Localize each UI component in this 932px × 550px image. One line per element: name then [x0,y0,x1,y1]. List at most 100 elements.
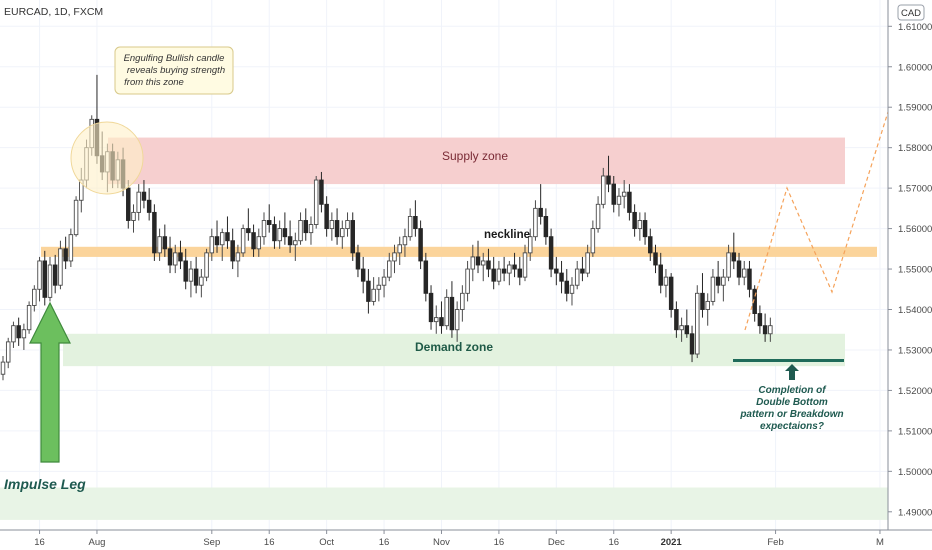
currency-badge[interactable]: CAD [897,4,925,21]
candle [319,171,324,213]
candle [21,323,27,350]
candle-body [480,260,486,266]
candle-body [387,260,392,278]
candle [5,337,11,369]
candle [569,277,575,306]
candle [329,212,335,241]
candle [434,305,439,334]
candle [146,188,152,221]
candle [193,256,199,294]
candle-body [658,264,663,286]
candle-body [256,236,262,250]
price-tick-label: 1.53000 [898,345,932,356]
candle-body [240,228,246,254]
candle-body [293,240,298,246]
candle-body [522,252,528,278]
price-tick-label: 1.59000 [898,103,932,114]
candle-body [397,244,402,254]
candle [715,260,721,294]
candle [757,305,763,334]
time-tick-label: Feb [767,537,783,548]
candle-body [559,272,564,282]
candle [282,212,288,245]
candle [183,248,188,290]
candle [26,301,32,334]
price-tick-label: 1.54000 [898,305,932,316]
candle-body [423,260,429,294]
candle-body [350,220,355,254]
candle-body [199,276,204,286]
candle [606,155,611,193]
candle-body [543,216,549,238]
candle-body [329,220,335,230]
candle-body [58,248,63,286]
candle [371,277,376,306]
candle-body [246,228,251,234]
candle-body [590,228,596,254]
candle [73,196,79,237]
candle [355,244,361,278]
candle [736,252,742,286]
candle [590,220,596,257]
candle-body [345,220,350,230]
candle [679,317,684,342]
candle [32,285,37,312]
candle [42,250,48,306]
candle [298,212,303,245]
candle [219,228,225,261]
candle-body [204,252,209,278]
candle-body [637,220,643,230]
candle [0,356,6,381]
neckline-band [41,246,877,257]
candle [517,256,523,286]
candle [214,220,220,253]
candle [585,244,590,278]
candle [522,244,528,282]
candle-body [266,220,272,225]
candle-body [73,199,79,236]
candle-body [334,220,340,238]
candle [68,228,74,268]
candle-body [653,252,658,266]
candle-body [162,236,168,250]
candle-body [741,268,747,278]
candle-body [183,260,188,282]
candle [491,256,496,290]
candle-body [507,264,512,274]
time-tick-label: Dec [548,537,565,548]
candle-body [42,260,48,298]
candle [642,212,648,245]
candle-body [418,228,423,262]
candle-body [167,248,173,266]
candle-body [768,325,773,335]
candle [747,260,752,298]
candle [731,232,737,270]
candle [246,208,251,241]
candle-body [601,175,606,205]
candle [653,244,658,274]
candle-body [595,203,601,230]
candle [277,220,282,249]
candle [543,208,549,245]
candle-body [235,252,241,262]
candle-body [152,211,157,254]
candle-body [277,228,282,242]
candle [167,236,173,274]
candle [157,228,162,261]
engulfing-callout: Engulfing Bullish candle reveals buying … [114,46,234,95]
impulse-arrow [29,301,71,463]
candle [261,212,267,245]
candle-body [460,292,465,310]
price-tick-label: 1.61000 [898,22,932,33]
candle-body [157,236,162,254]
candle-body [193,268,199,286]
time-tick-label: M [876,537,884,548]
candle-body [439,317,444,327]
candle [240,224,246,257]
candle [621,180,627,209]
candle [527,228,533,261]
candle-body [501,268,507,274]
candle [199,269,204,298]
candle-body [679,325,684,331]
